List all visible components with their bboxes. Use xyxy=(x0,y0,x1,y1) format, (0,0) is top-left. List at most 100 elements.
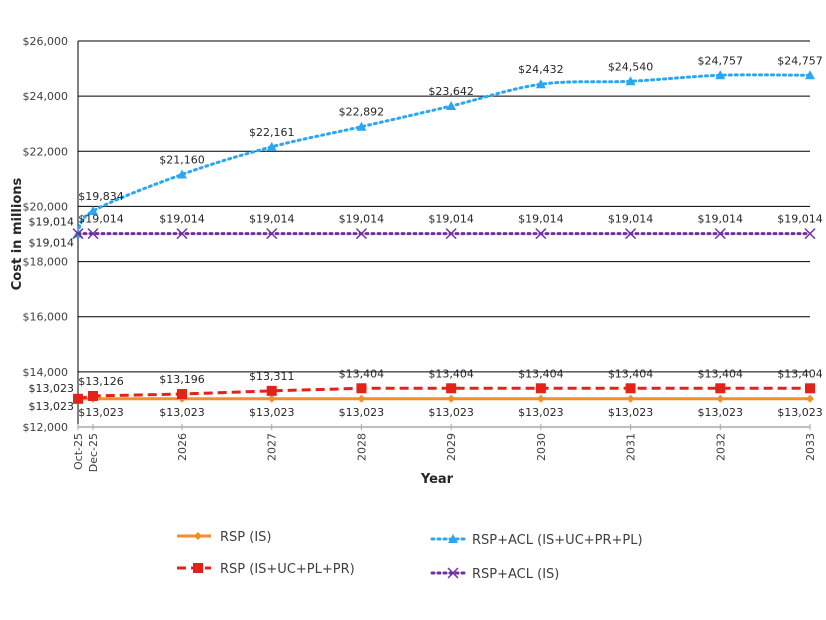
x-marker xyxy=(72,228,84,240)
data-label: $13,023 xyxy=(29,382,75,395)
x-tick-label: 2033 xyxy=(804,433,817,461)
diamond-marker xyxy=(357,394,366,403)
square-marker xyxy=(805,383,815,394)
series-line xyxy=(76,73,812,236)
triangle-marker xyxy=(266,141,277,151)
y-tick-label: $18,000 xyxy=(23,256,69,269)
x-tick-label: 2029 xyxy=(445,433,458,461)
square-marker xyxy=(446,383,457,394)
data-label: $19,834 xyxy=(78,190,124,203)
data-label: $13,404 xyxy=(608,367,654,380)
data-label: $13,023 xyxy=(29,400,75,413)
x-tick-label: 2031 xyxy=(625,433,638,461)
y-tick-label: $14,000 xyxy=(23,366,69,379)
diamond-marker xyxy=(806,394,814,403)
data-label: $13,311 xyxy=(249,370,295,383)
data-label: $23,642 xyxy=(428,85,474,98)
legend-label: RSP+ACL (IS+UC+PR+PL) xyxy=(472,533,643,548)
series-lines xyxy=(72,70,816,404)
triangle-marker xyxy=(715,70,726,80)
x-marker xyxy=(535,228,547,240)
y-tick-labels: $12,000 $14,000 $16,000 $18,000 $20,000 $22,0… xyxy=(23,35,69,434)
x-marker xyxy=(804,228,816,240)
data-label: $19,014 xyxy=(339,213,385,226)
data-label: $13,023 xyxy=(518,406,564,419)
legend-item: RSP (IS) xyxy=(177,530,272,545)
square-marker xyxy=(535,383,546,394)
data-label: $19,014 xyxy=(608,213,654,226)
data-label: $13,404 xyxy=(518,367,564,380)
y-tick-label: $22,000 xyxy=(23,145,69,158)
data-label: $19,014 xyxy=(78,213,124,226)
data-label: $19,014 xyxy=(698,213,744,226)
x-tick-label: 2030 xyxy=(535,433,548,461)
data-label: $22,161 xyxy=(249,126,295,139)
x-tick-label: Dec-25 xyxy=(87,433,100,472)
square-marker xyxy=(715,383,726,394)
y-tick-label: $24,000 xyxy=(23,90,69,103)
x-tick-label: 2028 xyxy=(355,433,368,461)
x-marker xyxy=(266,228,278,240)
data-label: $13,404 xyxy=(428,367,474,380)
square-marker xyxy=(625,383,636,394)
diamond-marker xyxy=(194,532,202,540)
gridlines xyxy=(77,40,811,430)
data-label: $19,014 xyxy=(518,213,564,226)
x-marker xyxy=(445,228,457,240)
data-label: $19,014 xyxy=(29,216,75,229)
data-label: $19,014 xyxy=(159,213,205,226)
x-tick-label: 2032 xyxy=(714,433,727,461)
legend-label: RSP+ACL (IS) xyxy=(472,567,559,582)
triangle-marker xyxy=(535,79,546,89)
square-marker xyxy=(356,383,367,394)
legend-item: RSP+ACL (IS+UC+PR+PL) xyxy=(430,533,643,548)
series-line xyxy=(77,386,810,401)
data-label: $24,540 xyxy=(608,60,654,73)
data-label: $13,404 xyxy=(698,367,744,380)
x-marker xyxy=(714,228,726,240)
data-label: $24,757 xyxy=(777,54,823,67)
data-label: $13,404 xyxy=(339,367,385,380)
data-label: $19,014 xyxy=(428,213,474,226)
legend-label: RSP (IS) xyxy=(220,530,272,545)
x-marker xyxy=(87,228,99,240)
triangle-marker xyxy=(448,534,458,543)
diamond-marker xyxy=(536,394,545,403)
legend-item: RSP+ACL (IS) xyxy=(430,567,559,582)
diamond-marker xyxy=(626,394,635,403)
x-tick-labels: Oct-25 Dec-25 2026 2027 2028 2029 2030 2031 2032… xyxy=(72,433,817,472)
x-tick-label: 2026 xyxy=(176,433,189,461)
data-label: $13,023 xyxy=(159,406,205,419)
y-tick-label: $16,000 xyxy=(23,311,69,324)
triangle-marker xyxy=(88,206,98,216)
data-label: $22,892 xyxy=(339,106,385,119)
data-label: $13,023 xyxy=(608,406,654,419)
data-label: $13,023 xyxy=(78,406,124,419)
x-marker xyxy=(625,228,637,240)
data-label: $19,014 xyxy=(29,237,75,250)
y-tick-label: $12,000 xyxy=(23,421,69,434)
x-axis-title: Year xyxy=(420,472,454,487)
data-label: $13,023 xyxy=(339,406,385,419)
legend: RSP (IS) RSP (IS+UC+PL+PR) RSP+ACL (IS+UC+… xyxy=(177,530,643,582)
series-rsp-is-uc-pl-pr- xyxy=(73,383,815,404)
square-marker xyxy=(177,389,187,400)
y-tick-label: $26,000 xyxy=(23,35,69,48)
data-label: $13,126 xyxy=(78,375,124,388)
y-tick-label: $20,000 xyxy=(23,200,69,213)
diamond-marker xyxy=(716,394,725,403)
triangle-marker xyxy=(805,70,815,80)
triangle-marker xyxy=(446,101,457,111)
data-labels: $13,023 $13,023 $13,023 $13,023 $13,023 $13,0… xyxy=(29,54,823,419)
data-label: $13,404 xyxy=(777,367,823,380)
square-marker xyxy=(266,385,277,396)
data-label: $19,014 xyxy=(249,213,295,226)
x-tick-label: 2027 xyxy=(266,433,279,461)
data-label: $13,023 xyxy=(249,406,295,419)
triangle-marker xyxy=(625,76,636,86)
y-axis-title: Cost in millions xyxy=(10,177,25,290)
x-marker xyxy=(176,228,188,240)
series-rsp-acl-is- xyxy=(72,228,816,240)
triangle-marker xyxy=(356,121,367,131)
